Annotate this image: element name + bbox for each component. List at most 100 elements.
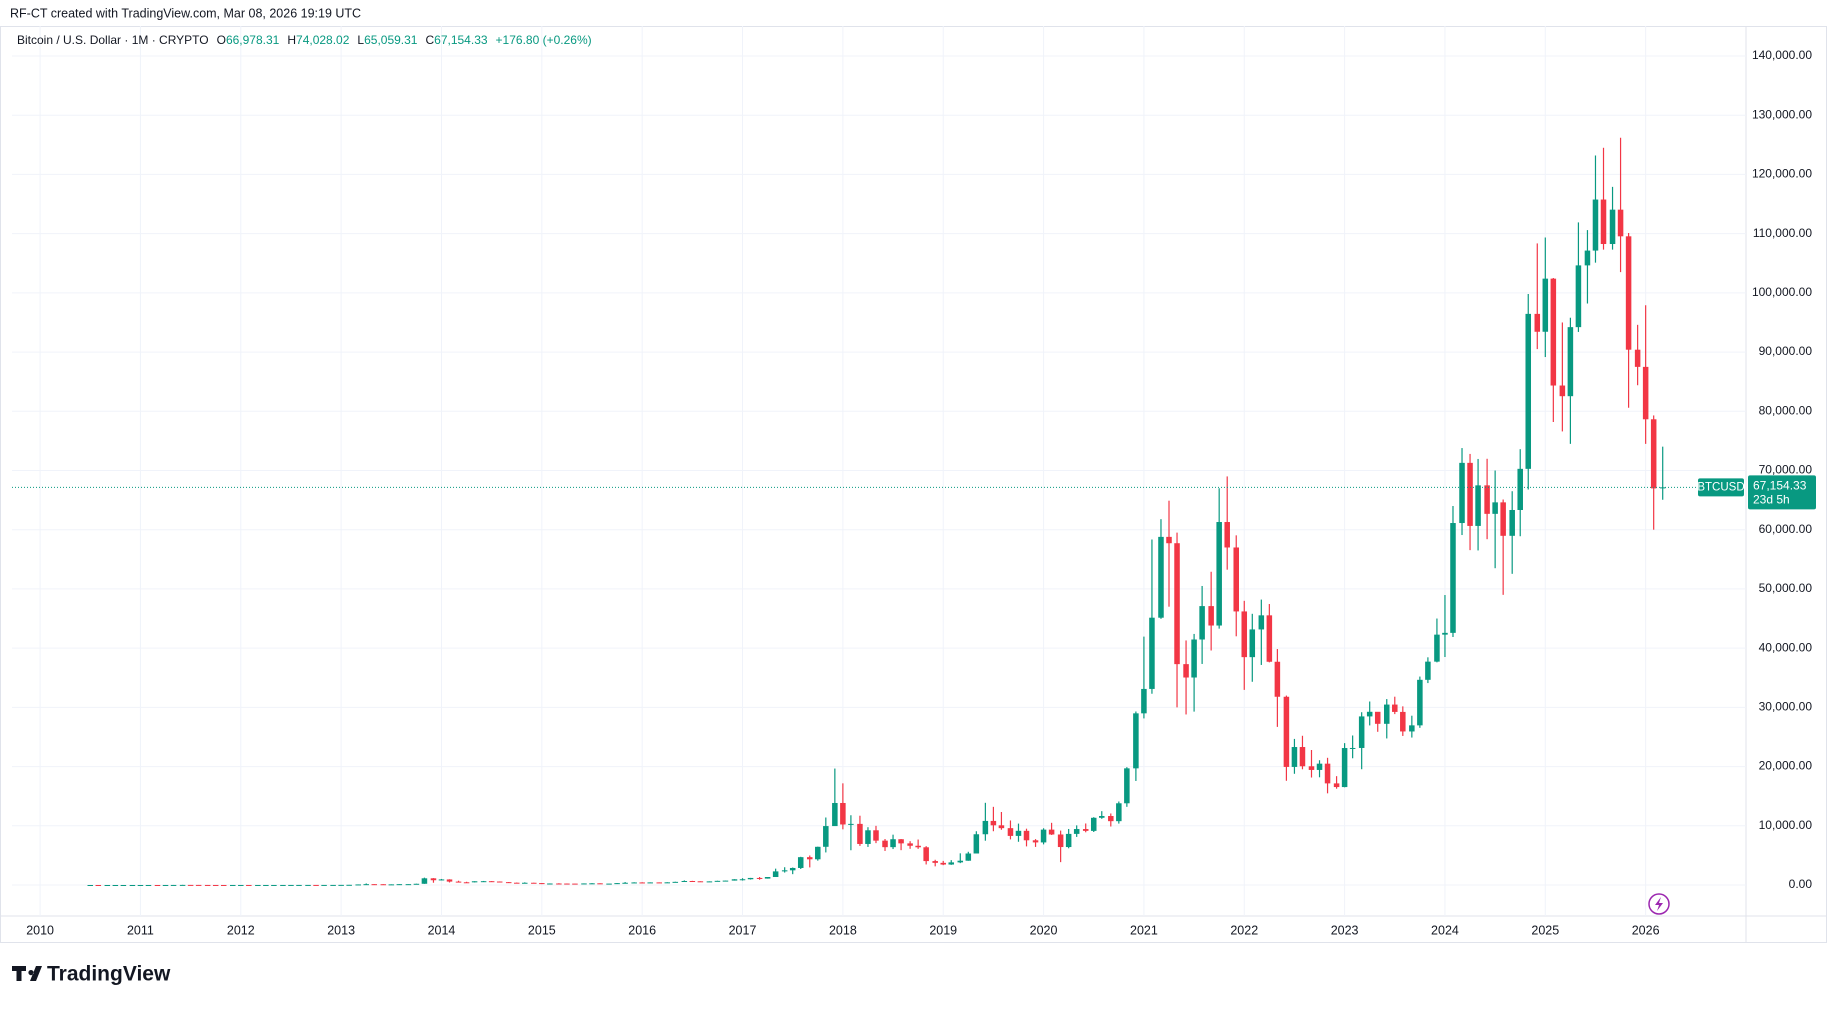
- candle-body: [1417, 679, 1423, 726]
- candle-body: [1048, 829, 1055, 835]
- candle-body: [104, 884, 111, 886]
- y-tick-label: 20,000.00: [1759, 759, 1813, 773]
- candle-body: [330, 884, 336, 886]
- candle-body: [697, 881, 704, 883]
- candle-body: [1057, 834, 1064, 848]
- candle-body: [664, 882, 671, 884]
- candle-body: [1216, 522, 1222, 626]
- y-tick-label: 40,000.00: [1759, 640, 1813, 654]
- candle-body: [129, 884, 136, 886]
- x-tick-label: 2019: [929, 923, 957, 937]
- candle-body: [1550, 278, 1557, 386]
- candle-body: [706, 881, 713, 883]
- x-tick-label: 2012: [227, 923, 255, 937]
- candle-body: [923, 847, 929, 862]
- candle-body: [890, 839, 896, 848]
- candle-body: [982, 820, 989, 835]
- candle-body: [396, 884, 403, 886]
- candle-body: [1475, 485, 1481, 526]
- lightning-circle[interactable]: [1648, 893, 1670, 915]
- candle-body: [907, 843, 913, 846]
- y-tick-label: 30,000.00: [1759, 700, 1813, 714]
- y-tick-label: 10,000.00: [1759, 818, 1813, 832]
- x-tick-label: 2014: [428, 923, 456, 937]
- lightning-bolt[interactable]: [1655, 897, 1663, 911]
- candle-body: [263, 884, 269, 886]
- candle-body: [1517, 468, 1523, 510]
- candle-body: [1283, 696, 1290, 767]
- y-tick-label: 110,000.00: [1753, 226, 1812, 240]
- candle-body: [87, 884, 94, 886]
- candle-body: [581, 883, 587, 885]
- x-tick-label: 2010: [26, 923, 54, 937]
- candle-body: [380, 884, 387, 886]
- candle-body: [1500, 502, 1506, 536]
- logo-icon: [12, 966, 42, 981]
- candle-body: [815, 846, 821, 860]
- candle-body: [438, 879, 445, 881]
- candle-body: [120, 884, 127, 886]
- candle-body: [505, 882, 512, 884]
- candle-body: [539, 883, 545, 885]
- candle-body: [204, 884, 211, 886]
- lightning-icon[interactable]: [1648, 893, 1670, 915]
- ohlc-value: 67,154.33: [434, 33, 488, 47]
- candle-body: [797, 857, 804, 868]
- ohlc-value: 66,978.31: [226, 33, 280, 47]
- grid: 0.00 10,000.00 20,000.00 30,000.00 40,000.00…: [12, 26, 1812, 937]
- candle-body: [1374, 711, 1381, 724]
- candle-body: [471, 881, 478, 883]
- candle-body: [848, 823, 854, 825]
- candle-body: [1459, 462, 1465, 524]
- x-tick-label: 2017: [729, 923, 757, 937]
- candle-body: [1082, 829, 1089, 831]
- candle-body: [639, 882, 645, 884]
- y-tick-label: 60,000.00: [1759, 522, 1813, 536]
- y-tick-label: 100,000.00: [1752, 285, 1812, 299]
- candle-body: [1149, 617, 1155, 689]
- candle-body: [145, 884, 152, 886]
- candle-body: [1166, 536, 1172, 544]
- candle-body: [1233, 547, 1239, 612]
- candle-body: [1625, 236, 1632, 350]
- candle-body: [1450, 523, 1456, 633]
- candle-body: [1291, 747, 1298, 767]
- credit: RF-CT created with TradingView.com, Mar …: [10, 6, 361, 20]
- candle-body: [622, 882, 628, 884]
- candle-body: [656, 882, 662, 884]
- symbol-tag-text: BTCUSD: [1697, 481, 1744, 493]
- x-tick-label: 2015: [528, 923, 556, 937]
- ohlc-label: L: [357, 33, 364, 47]
- candle-body: [614, 883, 620, 885]
- candle-body: [1316, 763, 1323, 770]
- candle-body: [1324, 763, 1331, 784]
- candle-body: [1023, 830, 1030, 841]
- candle-body: [1183, 664, 1189, 678]
- candle-body: [405, 884, 412, 886]
- candle-body: [480, 881, 487, 883]
- candle-body: [689, 881, 696, 883]
- candle-body: [823, 826, 829, 847]
- y-tick-label: 0.00: [1789, 877, 1813, 891]
- logo-text: TradingView: [47, 963, 171, 986]
- candle-body: [564, 883, 570, 885]
- candle-body: [1141, 688, 1147, 714]
- candle-body: [1366, 711, 1373, 717]
- candle-body: [1559, 385, 1566, 397]
- candle-body: [531, 882, 537, 884]
- candle-body: [1358, 716, 1365, 748]
- x-tick-label: 2025: [1531, 923, 1559, 937]
- candle-body: [722, 880, 729, 882]
- chart-frame: [0, 26, 1827, 943]
- candle-body: [1609, 209, 1616, 245]
- candle-body: [1650, 419, 1657, 489]
- candle-body: [1224, 522, 1230, 548]
- candle-body: [781, 870, 788, 872]
- candle-body: [631, 882, 637, 884]
- candle-body: [1258, 615, 1265, 630]
- candle-body: [1525, 313, 1532, 469]
- candle-body: [898, 839, 904, 844]
- candle-body: [271, 884, 277, 886]
- candle-body: [1383, 704, 1390, 724]
